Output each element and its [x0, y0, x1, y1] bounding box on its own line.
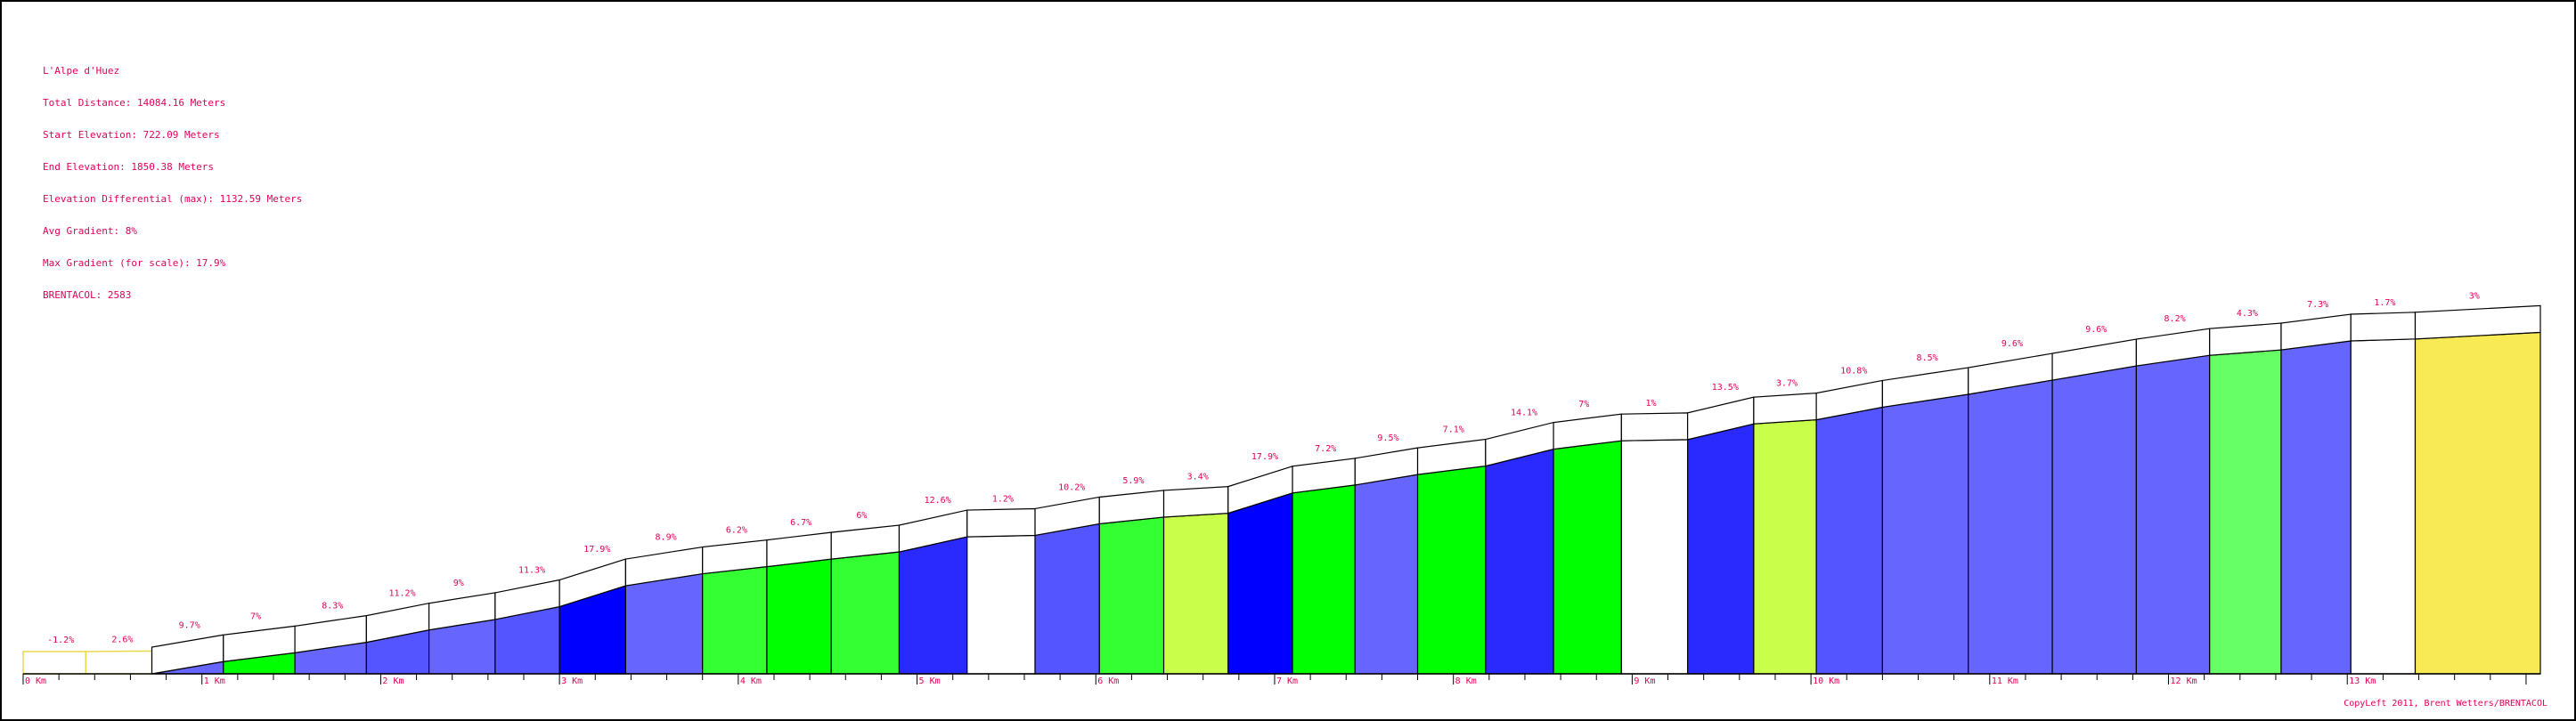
gradient-label: 7.1%	[1443, 425, 1464, 435]
max-gradient: Max Gradient (for scale): 17.9%	[43, 257, 226, 269]
gradient-label: 11.2%	[388, 589, 415, 599]
gradient-label: 7.3%	[2307, 300, 2328, 310]
lead-in-segment	[22, 651, 86, 675]
gradient-segment	[1881, 393, 1969, 675]
gradient-segment	[2414, 331, 2541, 675]
gradient-segment	[2280, 340, 2352, 675]
slope-band	[2350, 312, 2417, 342]
gradient-segment	[1292, 484, 1356, 675]
gradient-label: 3%	[2469, 291, 2480, 301]
gradient-label: 1.2%	[992, 494, 1014, 504]
copyright-notice: CopyLeft 2011, Brent Wetters/BRENTACOL	[2344, 699, 2547, 709]
gradient-label: 9.6%	[2001, 339, 2023, 349]
gradient-label: 3.7%	[1776, 379, 1797, 389]
slope-band	[966, 507, 1036, 538]
gradient-label: 5.9%	[1122, 476, 1144, 486]
gradient-label: 6.2%	[726, 526, 747, 536]
gradient-segment	[1753, 418, 1817, 675]
avg-gradient: Avg Gradient: 8%	[43, 225, 137, 237]
gradient-segment	[1968, 379, 2053, 675]
gradient-segment	[702, 565, 768, 675]
slope-band	[1753, 392, 1817, 425]
x-tick-label: 13 Km	[2349, 676, 2376, 686]
lead-in-gradient-label: 2.6%	[111, 635, 133, 644]
gradient-label: 17.9%	[583, 545, 610, 555]
lead-in-segment	[85, 650, 153, 675]
x-tick-label: 1 Km	[204, 676, 225, 686]
route-info: L'Alpe d'Huez Total Distance: 14084.16 M…	[43, 45, 302, 312]
gradient-label: 14.1%	[1511, 409, 1537, 418]
start-elevation: Start Elevation: 722.09 Meters	[43, 129, 220, 141]
gradient-segment	[1034, 523, 1100, 675]
gradient-label: 17.9%	[1251, 452, 1278, 462]
gradient-segment	[1620, 439, 1689, 675]
x-tick-label: 11 Km	[1992, 676, 2018, 686]
x-tick-label: 0 Km	[25, 676, 46, 686]
gradient-label: 6%	[856, 511, 867, 521]
gradient-segment	[1227, 491, 1293, 675]
gradient-label: 6.7%	[790, 518, 811, 528]
gradient-label: 8.5%	[1917, 353, 1938, 363]
gradient-segment	[624, 572, 704, 675]
gradient-label: 8.2%	[2164, 314, 2186, 324]
x-tick-label: 2 Km	[382, 676, 404, 686]
slope-band	[2209, 322, 2282, 356]
gradient-label: 7.2%	[1315, 444, 1336, 454]
lead-in-gradient-label: -1.2%	[47, 636, 74, 645]
gradient-label: 7%	[1578, 400, 1589, 409]
gradient-label: 10.8%	[1840, 366, 1867, 376]
gradient-segment	[1354, 474, 1419, 675]
slope-band	[1620, 412, 1689, 442]
gradient-label: 1%	[1645, 399, 1656, 409]
gradient-segment	[898, 536, 968, 675]
gradient-label: 10.2%	[1058, 482, 1085, 492]
x-tick-label: 10 Km	[1813, 676, 1839, 686]
gradient-segment	[830, 551, 901, 675]
gradient-segment	[2350, 338, 2417, 675]
total-distance: Total Distance: 14084.16 Meters	[43, 97, 226, 109]
x-tick-label: 6 Km	[1097, 676, 1119, 686]
gradient-segment	[1687, 423, 1755, 675]
route-title: L'Alpe d'Huez	[43, 65, 120, 77]
gradient-segment	[1553, 440, 1622, 675]
gradient-segment	[2051, 365, 2137, 675]
x-tick-label: 3 Km	[561, 676, 583, 686]
gradient-segment	[1098, 516, 1165, 675]
x-tick-label: 7 Km	[1276, 676, 1298, 686]
gradient-segment	[1485, 448, 1554, 675]
gradient-label: 9.6%	[2085, 325, 2107, 335]
slope-band	[2414, 304, 2541, 340]
gradient-label: 13.5%	[1712, 383, 1739, 393]
end-elevation: End Elevation: 1850.38 Meters	[43, 161, 215, 173]
slope-band	[1162, 485, 1229, 518]
gradient-label: 4.3%	[2237, 309, 2258, 319]
elevation-differential: Elevation Differential (max): 1132.59 Me…	[43, 193, 303, 205]
x-tick-label: 9 Km	[1634, 676, 1655, 686]
gradient-segment	[2209, 349, 2282, 675]
gradient-segment	[1416, 465, 1487, 675]
gradient-label: 9.5%	[1377, 433, 1398, 443]
gradient-label: 9.7%	[179, 620, 200, 630]
gradient-label: 9%	[453, 579, 464, 588]
x-tick-label: 8 Km	[1455, 676, 1477, 686]
gradient-label: 11.3%	[518, 566, 545, 576]
x-tick-label: 4 Km	[740, 676, 762, 686]
gradient-label: 7%	[250, 612, 261, 621]
gradient-segment	[1815, 406, 1883, 675]
gradient-label: 8.3%	[322, 602, 343, 612]
gradient-label: 12.6%	[925, 496, 951, 506]
gradient-segment	[1162, 512, 1229, 675]
gradient-label: 8.9%	[656, 533, 677, 543]
x-tick-label: 5 Km	[919, 676, 941, 686]
gradient-segment	[2135, 354, 2211, 675]
x-tick-label: 12 Km	[2171, 676, 2197, 686]
gradient-segment	[766, 558, 832, 675]
brentacol-score: BRENTACOL: 2583	[43, 289, 132, 301]
gradient-label: 1.7%	[2374, 298, 2395, 308]
gradient-segment	[966, 534, 1036, 675]
gradient-label: 3.4%	[1187, 473, 1209, 482]
